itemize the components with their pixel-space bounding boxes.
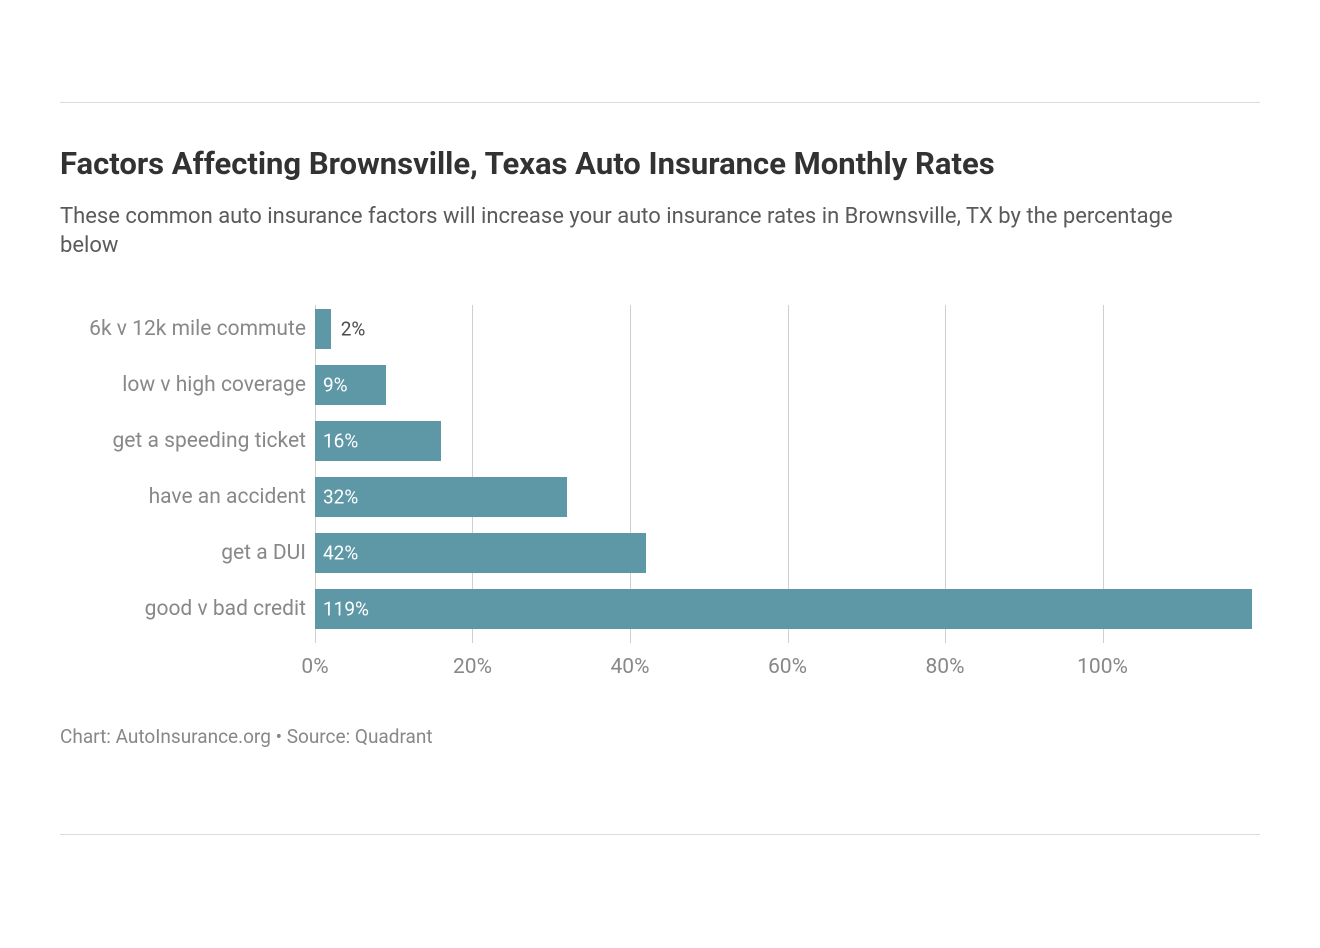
bar-value-label: 119% <box>323 598 369 621</box>
x-tick-label: 0% <box>301 655 328 679</box>
bar: 119% <box>315 589 1252 629</box>
x-tick-label: 100% <box>1077 655 1128 679</box>
bar-value-label: 9% <box>323 374 348 397</box>
y-axis-label: have an accident <box>60 485 306 509</box>
bar: 9% <box>315 365 386 405</box>
divider-top <box>60 102 1260 103</box>
y-axis-label: get a speeding ticket <box>60 429 306 453</box>
y-axis-label: low v high coverage <box>60 373 306 397</box>
x-tick-label: 40% <box>610 655 649 679</box>
bar: 16% <box>315 421 441 461</box>
chart-title: Factors Affecting Brownsville, Texas Aut… <box>60 145 1260 184</box>
bar-row: low v high coverage9% <box>315 361 1260 409</box>
divider-bottom <box>60 834 1260 835</box>
chart: 6k v 12k mile commute2%low v high covera… <box>60 305 1260 695</box>
chart-credits: Chart: AutoInsurance.org • Source: Quadr… <box>60 725 1260 748</box>
bar-value-label: 32% <box>323 486 358 509</box>
y-axis-label: get a DUI <box>60 541 306 565</box>
bar: 32% <box>315 477 567 517</box>
bar <box>315 309 331 349</box>
plot-area: 6k v 12k mile commute2% low v high covera… <box>315 305 1260 643</box>
y-axis-label: good v bad credit <box>60 597 306 621</box>
chart-subtitle: These common auto insurance factors will… <box>60 202 1210 261</box>
x-axis: 0%20%40%60%80%100% <box>315 647 1260 687</box>
x-tick-label: 80% <box>925 655 964 679</box>
bar-value-label: 2% <box>341 318 366 341</box>
bar-row: good v bad credit119% <box>315 585 1260 633</box>
bar-row: get a DUI42% <box>315 529 1260 577</box>
bar-row: 6k v 12k mile commute2% <box>315 305 1260 353</box>
bar: 42% <box>315 533 646 573</box>
bar-value-label: 16% <box>323 430 358 453</box>
x-tick-label: 20% <box>453 655 492 679</box>
bar-row: get a speeding ticket16% <box>315 417 1260 465</box>
page: Factors Affecting Brownsville, Texas Aut… <box>0 0 1320 948</box>
bar-value-label: 42% <box>323 542 358 565</box>
x-tick-label: 60% <box>768 655 807 679</box>
y-axis-label: 6k v 12k mile commute <box>60 317 306 341</box>
bar-row: have an accident32% <box>315 473 1260 521</box>
